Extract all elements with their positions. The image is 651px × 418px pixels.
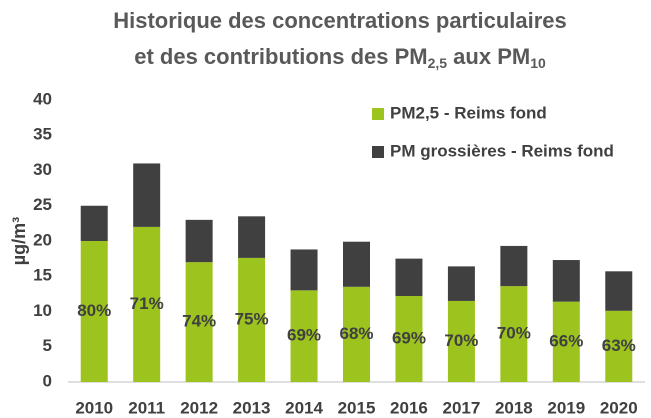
title-sub: 10 (530, 55, 546, 71)
contribution-label: 69% (392, 328, 426, 347)
bar-segment (447, 300, 475, 382)
x-tick-label: 2020 (600, 398, 638, 417)
x-tick-label: 2011 (128, 398, 165, 417)
bar-segment (343, 241, 370, 287)
contribution-label: 66% (549, 331, 583, 350)
contribution-label: 74% (182, 312, 216, 331)
bar-segment (185, 219, 213, 263)
x-tick-label: 2019 (547, 398, 585, 417)
contribution-label: 75% (235, 309, 269, 328)
title-sub: 2,5 (428, 55, 448, 71)
chart-title: Historique des concentrations particulai… (113, 8, 567, 33)
bar-segment (552, 301, 580, 382)
bar-segment (290, 249, 318, 291)
contribution-label: 80% (77, 301, 111, 320)
bar-segment (133, 226, 161, 382)
bar-segment (395, 295, 423, 382)
x-tick-label: 2012 (180, 398, 218, 417)
legend-label: PM2,5 - Reims fond (390, 103, 547, 122)
y-tick-label: 30 (33, 160, 52, 179)
contribution-label: 70% (444, 331, 478, 350)
contribution-label: 63% (602, 336, 636, 355)
contribution-label: 71% (130, 294, 164, 313)
contribution-label: 70% (497, 324, 531, 343)
y-tick-label: 5 (43, 336, 52, 355)
bar-segment (500, 245, 528, 287)
bar-segment (447, 266, 475, 301)
bar-segment (500, 286, 528, 382)
title-part: aux PM (447, 44, 530, 69)
bar-segment (80, 205, 108, 241)
title-part: et des contributions des PM (134, 44, 427, 69)
y-tick-label: 20 (33, 230, 52, 249)
y-tick-label: 25 (33, 195, 52, 214)
y-axis-label: µg/m³ (9, 217, 29, 265)
y-tick-label: 0 (43, 371, 52, 390)
bar-segment (605, 271, 633, 311)
bar-segment (343, 286, 370, 382)
contribution-label: 69% (287, 326, 321, 345)
bar-segment (605, 310, 633, 382)
chart-title: et des contributions des PM2,5 aux PM10 (134, 44, 546, 71)
x-tick-label: 2014 (285, 398, 323, 417)
y-tick-label: 35 (33, 125, 52, 144)
bar-segment (80, 241, 108, 382)
bar-segment (552, 260, 580, 302)
x-tick-label: 2018 (495, 398, 533, 417)
legend-swatch (372, 146, 384, 158)
legend-swatch (372, 108, 384, 120)
x-tick-label: 2015 (338, 398, 376, 417)
y-tick-label: 40 (33, 89, 52, 108)
x-tick-label: 2017 (442, 398, 480, 417)
y-tick-label: 15 (33, 266, 52, 285)
bar-segment (238, 216, 266, 258)
legend-label: PM grossières - Reims fond (390, 141, 614, 160)
bar-segment (395, 258, 423, 296)
contribution-label: 68% (339, 324, 373, 343)
bar-segment (290, 290, 318, 382)
bar-segment (185, 262, 213, 382)
bar-segment (238, 257, 266, 382)
y-tick-label: 10 (33, 301, 52, 320)
x-tick-label: 2016 (390, 398, 428, 417)
bar-segment (133, 163, 161, 227)
x-tick-label: 2010 (75, 398, 113, 417)
x-tick-label: 2013 (233, 398, 271, 417)
